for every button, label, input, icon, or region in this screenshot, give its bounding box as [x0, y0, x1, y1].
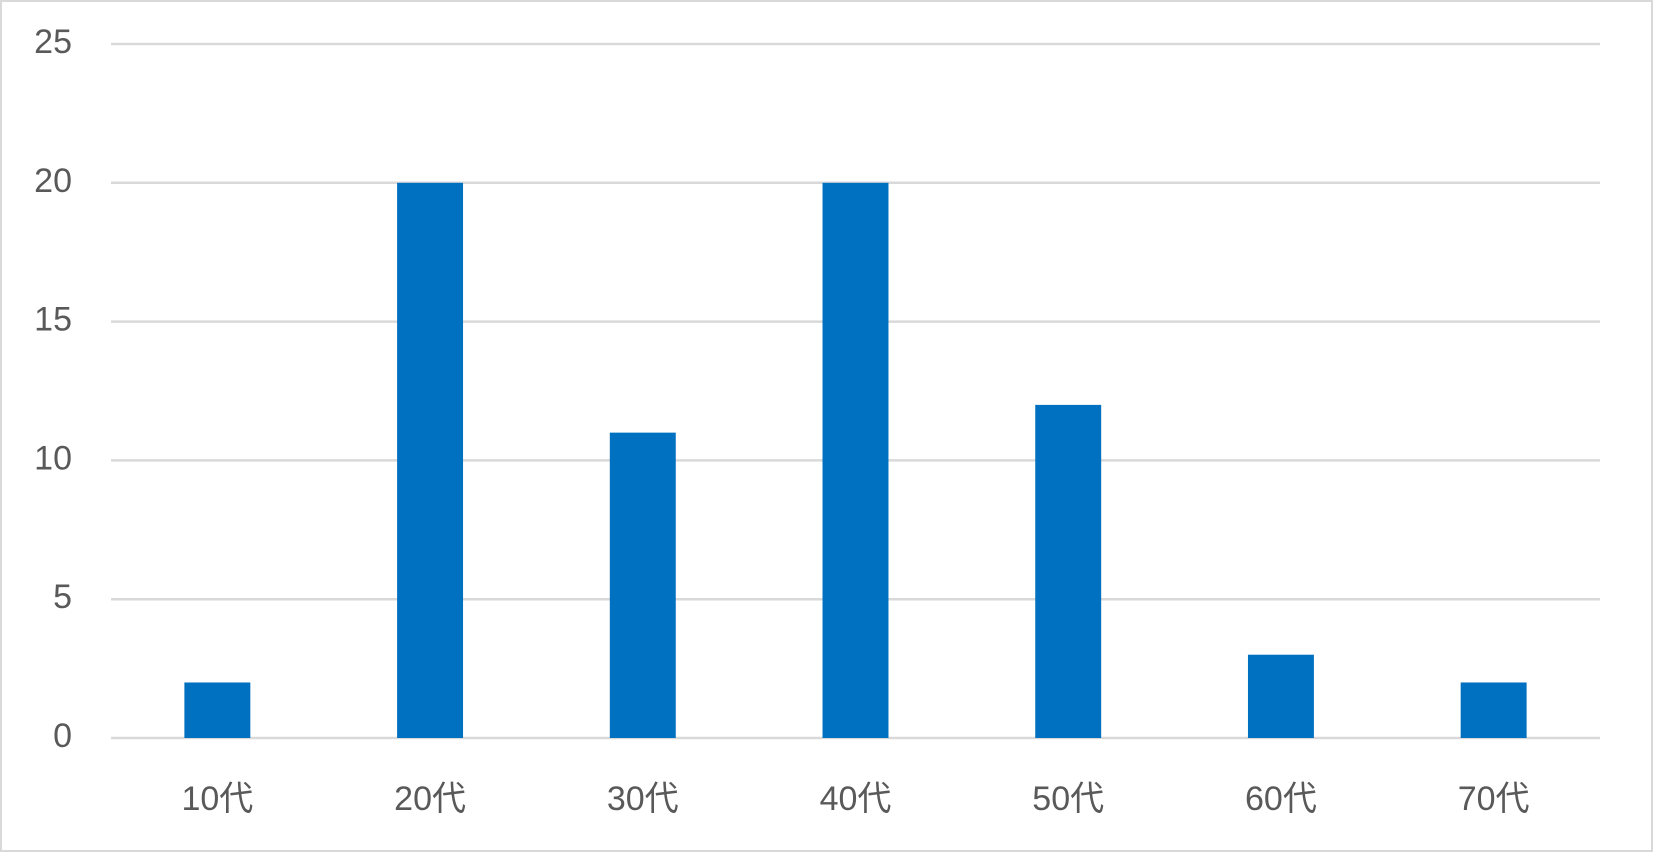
y-tick-label: 5	[53, 578, 72, 616]
bar	[1247, 654, 1314, 738]
y-tick-label: 0	[53, 717, 72, 755]
y-tick-label: 25	[34, 23, 72, 61]
y-tick-label: 10	[34, 439, 72, 477]
bar	[397, 182, 464, 739]
x-tick-label: 20代	[394, 780, 466, 818]
y-tick-label: 20	[34, 162, 72, 200]
bar	[822, 182, 889, 739]
bar	[609, 432, 676, 738]
bar	[184, 682, 251, 738]
x-tick-label: 30代	[607, 780, 679, 818]
x-tick-label: 10代	[181, 780, 253, 818]
bar	[1035, 404, 1102, 738]
x-tick-label: 70代	[1458, 780, 1530, 818]
x-tick-label: 50代	[1032, 780, 1104, 818]
bar	[1460, 682, 1527, 738]
x-tick-label: 60代	[1245, 780, 1317, 818]
y-tick-label: 15	[34, 301, 72, 339]
x-tick-label: 40代	[820, 780, 892, 818]
